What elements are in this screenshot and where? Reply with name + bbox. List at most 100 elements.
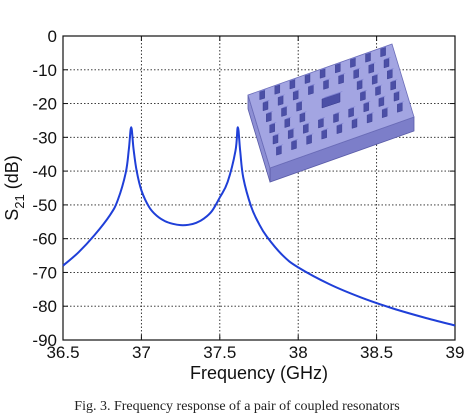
axes-layer: 36.5 37 37.5 38 38.5 39 0 -10 -20 -30 -40 -50 -60 -70… (32, 27, 464, 362)
y-axis-label: S21 (dB) (2, 155, 27, 221)
inset-pin (333, 112, 339, 123)
y-tick-label: -30 (32, 128, 57, 147)
inset-pin-top (303, 122, 311, 126)
inset-pin-top (276, 144, 284, 148)
inset-pin (372, 74, 378, 85)
inset-pin-top (259, 88, 267, 92)
inset-pin (366, 113, 373, 124)
inset-pin-top (333, 111, 341, 115)
inset-pin (269, 123, 275, 134)
x-tick-label: 38.5 (360, 343, 393, 362)
inset-pin-top (320, 67, 328, 71)
inset-pin (380, 47, 386, 58)
inset-pin (321, 129, 327, 140)
inset-pin-top (348, 106, 356, 110)
inset-pin-top (390, 79, 398, 83)
inset-pin-top (335, 61, 343, 65)
inset-pin (319, 68, 326, 79)
inset-center-block-top (322, 91, 343, 99)
inset-pin (288, 128, 294, 139)
y-tick-label: 0 (48, 27, 57, 46)
inset-pin-top (273, 133, 280, 137)
inset-pin-top (384, 56, 391, 60)
inset-pin-top (387, 68, 395, 71)
inset-pin-top (306, 133, 314, 137)
inset-pin (284, 117, 290, 128)
inset-pin (277, 95, 284, 106)
inset-pin (336, 123, 343, 134)
x-tick-label: 39 (446, 343, 465, 362)
x-tick-label: 36.5 (46, 343, 79, 362)
inset-pin-top (284, 116, 292, 120)
inset-pin (296, 101, 302, 112)
x-tick-label: 38 (289, 343, 308, 362)
inset-pin (318, 118, 324, 129)
inset-pin-top (368, 62, 376, 66)
y-tick-label: -50 (32, 196, 57, 215)
top-caption-fragment (0, 0, 474, 8)
inset-pin (338, 74, 344, 85)
inset-pin (299, 112, 306, 123)
x-axis-label: Frequency (GHz) (190, 363, 328, 383)
y-tick-label: -20 (32, 95, 57, 114)
inset-pin (306, 134, 312, 145)
inset-pin (323, 79, 329, 90)
inset-pin (266, 112, 272, 123)
inset-pin (303, 123, 309, 134)
inset-pin (363, 102, 369, 113)
y-axis-label-subscript: 21 (12, 194, 27, 208)
inset-pin (272, 134, 279, 145)
inset-pin-top (357, 78, 365, 82)
inset-pin (365, 52, 371, 63)
inset-pin (348, 107, 354, 118)
inset-pin (351, 118, 358, 129)
y-axis-label-text: S21 (dB) (2, 155, 27, 221)
inset-pin-top (281, 105, 289, 109)
inset-pin-top (375, 84, 383, 88)
inset-pin (335, 63, 341, 74)
inset-pin (360, 91, 366, 102)
inset-pin-top (266, 110, 274, 114)
inset-pin (353, 68, 359, 79)
inset-pin-top (263, 99, 270, 103)
y-tick-label: -70 (32, 263, 57, 282)
inset-pin-top (367, 112, 375, 115)
plot-frame (62, 35, 456, 341)
inset-pin (383, 58, 390, 69)
inset-pin (304, 73, 311, 84)
inset-pin (393, 91, 400, 102)
inset-pin-top (397, 101, 405, 105)
inset-pin (397, 102, 403, 113)
inset-pin-top (394, 90, 401, 94)
inset-pin-top (382, 106, 390, 110)
inset-pin-top (269, 122, 277, 125)
inset-pin-top (308, 83, 316, 87)
inset-pin-top (278, 94, 286, 98)
inset-pin-top (296, 100, 304, 104)
inset-pin-top (321, 128, 329, 132)
y-axis-label-unit: (dB) (2, 155, 22, 194)
inset-pin (308, 84, 314, 95)
inset-pin-top (360, 89, 368, 93)
inset-pin-top (323, 78, 331, 82)
inset-pin-top (365, 51, 373, 55)
x-tick-label: 37 (132, 343, 151, 362)
y-axis-label-main: S (2, 209, 22, 221)
inset-pin (350, 57, 356, 68)
inset-pin-top (305, 72, 312, 76)
inset-pin-top (352, 117, 359, 121)
inset-pin (387, 69, 393, 80)
inset-pin-top (291, 138, 299, 142)
inset-pin (289, 79, 296, 90)
inset-pin (291, 140, 297, 151)
inset-pin-top (380, 45, 388, 49)
inset-pin-top (288, 127, 296, 131)
y-tick-label: -80 (32, 297, 57, 316)
inset-pin (274, 84, 280, 95)
inset-pin-top (363, 100, 371, 104)
inset-pin-top (318, 117, 326, 120)
x-tick-label: 37.5 (203, 343, 236, 362)
y-tick-label: -90 (32, 331, 57, 350)
